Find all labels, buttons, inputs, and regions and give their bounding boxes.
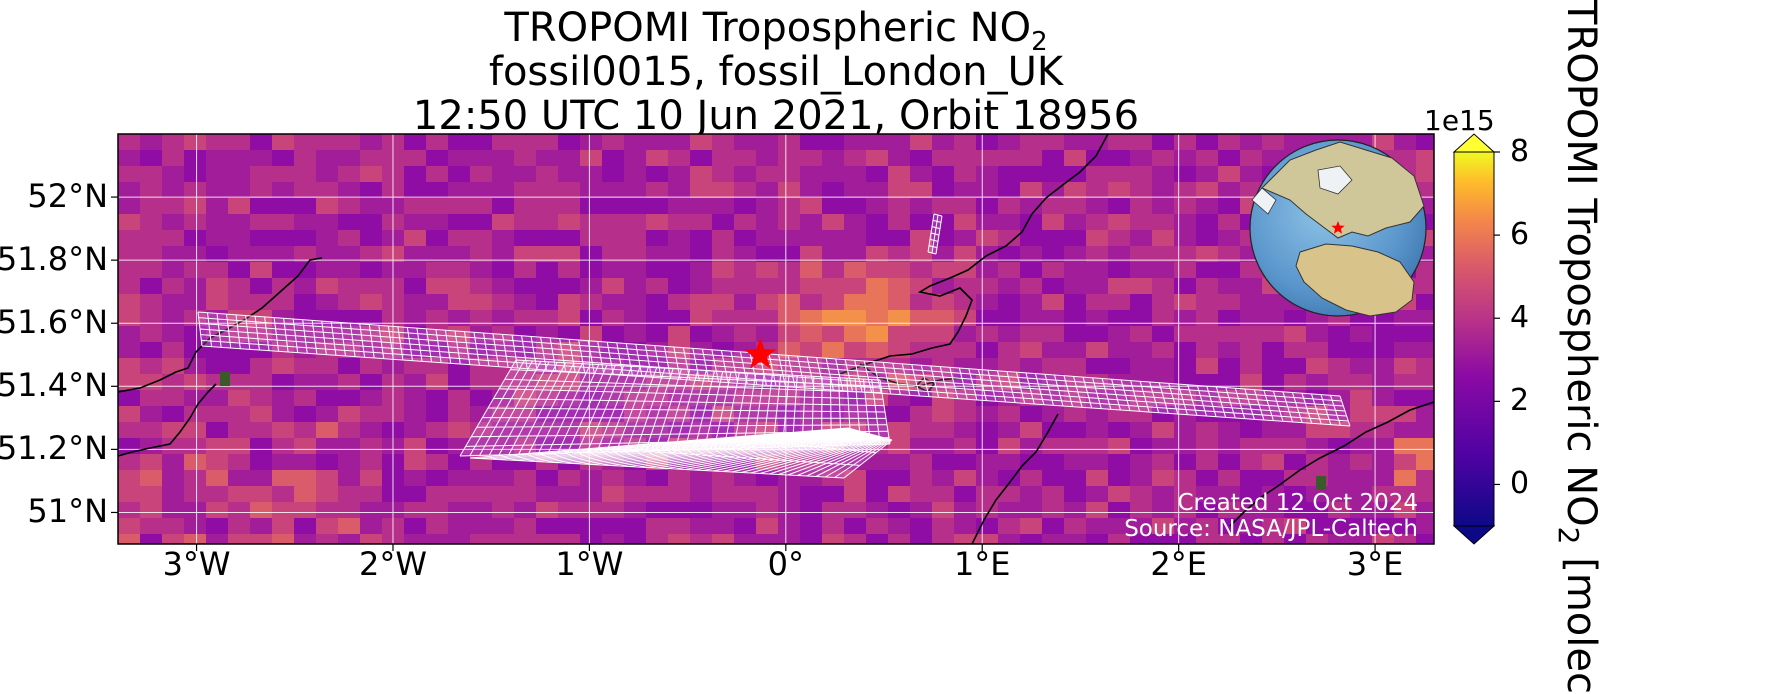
credit-block: Created 12 Oct 2024 Source: NASA/JPL-Cal… — [1124, 490, 1418, 542]
plot-title-line2: fossil0015, fossil_London_UK — [488, 49, 1064, 95]
coastline-2 — [839, 134, 1109, 375]
title-text: TROPOMI Tropospheric NO — [504, 5, 1032, 51]
map-plot-area — [118, 134, 1434, 544]
footprint-swath-strip — [469, 427, 893, 479]
plot-title-line1: TROPOMI Tropospheric NO2 — [118, 6, 1434, 64]
title-subscript: 2 — [1031, 27, 1048, 57]
land-patch — [1316, 476, 1326, 490]
globe-star-marker — [1331, 221, 1345, 234]
inset-globe — [1249, 139, 1427, 317]
colorbar-body — [1453, 151, 1495, 527]
x-tick-label: 3°W — [162, 545, 231, 583]
coastline-1 — [118, 383, 217, 457]
globe-ice — [1317, 165, 1353, 195]
globe-greenland — [1251, 187, 1277, 215]
colorbar-extend-bottom — [1452, 525, 1496, 545]
credit-source: Source: NASA/JPL-Caltech — [1124, 516, 1418, 542]
y-tick-label: 52°N — [27, 177, 108, 216]
colorbar-tick-label: 4 — [1510, 300, 1530, 336]
colorbar-tick-label: 8 — [1510, 134, 1530, 169]
colorbar-label-units: [molec — [1558, 544, 1604, 694]
colorbar-tick-label: 2 — [1510, 383, 1530, 419]
colorbar-label: TROPOMI Tropospheric NO2 [molec — [1552, 0, 1620, 694]
coastline-5 — [971, 413, 1059, 544]
y-tick-label: 51.4°N — [0, 366, 108, 405]
x-tick-label: 2°W — [358, 545, 427, 583]
colorbar-tick-label: 6 — [1510, 217, 1530, 253]
coastlines — [118, 134, 1434, 544]
colorbar-tick-label: 0 — [1510, 466, 1530, 502]
x-tick-label: 0° — [767, 545, 804, 583]
colorbar-extend-top — [1452, 133, 1496, 153]
colorbar-exponent: 1e15 — [1424, 104, 1495, 137]
globe-land-north — [1261, 141, 1425, 239]
footprint-swath-small — [927, 213, 943, 255]
land-patch — [220, 372, 230, 386]
y-tick-label: 51.2°N — [0, 429, 108, 468]
y-tick-label: 51°N — [27, 492, 108, 531]
x-tick-label: 1°E — [953, 545, 1011, 583]
x-tick-label: 2°E — [1150, 545, 1207, 583]
x-tick-label: 3°E — [1346, 545, 1404, 583]
coastline-0 — [118, 257, 323, 393]
credit-created: Created 12 Oct 2024 — [1177, 490, 1418, 516]
colorbar-label-text: TROPOMI Tropospheric NO — [1558, 0, 1604, 527]
coastline-4 — [1229, 401, 1434, 527]
map-canvas — [111, 133, 1500, 551]
x-tick-label: 1°W — [555, 545, 624, 583]
map-frame — [117, 133, 1435, 545]
target-star-marker — [744, 337, 777, 369]
colorbar-label-subscript: 2 — [1552, 526, 1585, 545]
globe-land-africa — [1295, 243, 1415, 317]
plot-title-line3: 12:50 UTC 10 Jun 2021, Orbit 18956 — [412, 93, 1140, 139]
y-tick-label: 51.6°N — [0, 303, 108, 342]
footprint-swath-main — [197, 311, 1351, 427]
y-tick-label: 51.8°N — [0, 240, 108, 279]
